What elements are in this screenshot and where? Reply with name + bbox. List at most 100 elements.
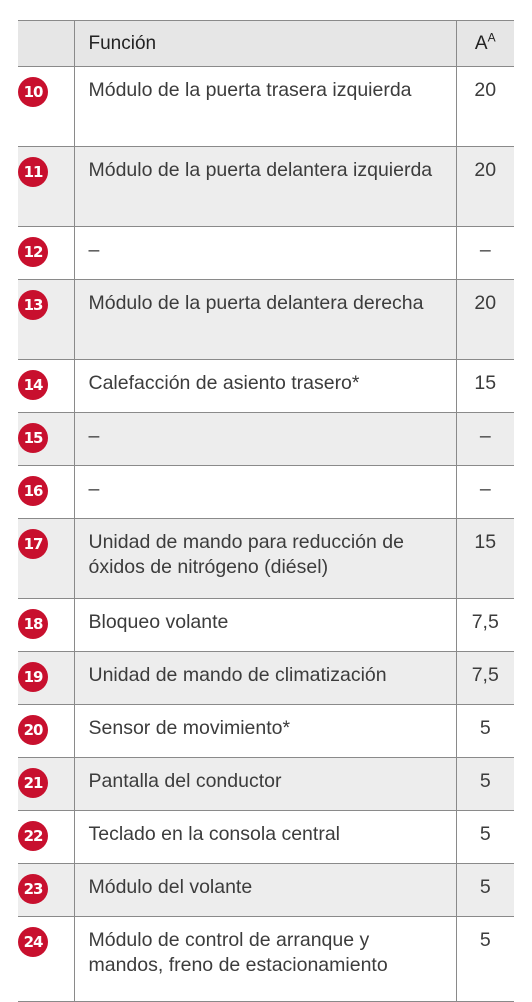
- fuse-number-cell: 10: [18, 66, 74, 147]
- function-cell: Teclado en la consola central: [73, 810, 456, 864]
- amperage-cell: –: [455, 226, 514, 280]
- fuse-number-badge: 16: [18, 476, 48, 506]
- fuse-number-badge: 12: [18, 237, 48, 267]
- amperage-text: 7,5: [471, 664, 499, 686]
- function-cell: Módulo de la puerta trasera izquierda: [73, 66, 456, 147]
- function-cell: Módulo de la puerta delantera izquierda: [73, 146, 456, 227]
- table-row: 23 Módulo del volante 5: [18, 863, 514, 917]
- amperage-cell: –: [455, 412, 514, 466]
- amperage-cell: 5: [455, 704, 514, 758]
- header-function-label: Función: [88, 33, 157, 54]
- amperage-cell: 20: [455, 279, 514, 360]
- fuse-number-badge: 21: [18, 768, 48, 798]
- function-cell: Unidad de mando para reducción de óxidos…: [73, 518, 456, 599]
- function-text: Unidad de mando para reducción de óxidos…: [88, 531, 404, 578]
- amperage-text: 20: [474, 159, 497, 181]
- table-row: 16 – –: [18, 465, 514, 519]
- header-amp-superscript: A: [487, 30, 496, 45]
- function-text: Bloqueo volante: [88, 611, 229, 633]
- amperage-text: –: [479, 425, 491, 447]
- function-cell: –: [73, 412, 456, 466]
- table-row: 22 Teclado en la consola central 5: [18, 810, 514, 864]
- header-number-cell: [18, 20, 74, 67]
- amperage-text: –: [479, 478, 491, 500]
- amperage-text: 20: [474, 79, 497, 101]
- fuse-number-badge: 15: [18, 423, 48, 453]
- fuse-number-cell: 22: [18, 810, 74, 864]
- function-text: Pantalla del conductor: [88, 770, 282, 792]
- amperage-cell: 5: [455, 810, 514, 864]
- amperage-text: 5: [479, 929, 491, 951]
- fuse-number-cell: 15: [18, 412, 74, 466]
- function-cell: –: [73, 465, 456, 519]
- function-text: Calefacción de asiento trasero*: [88, 372, 360, 394]
- fuse-number-cell: 24: [18, 916, 74, 1002]
- amperage-cell: –: [455, 465, 514, 519]
- header-function-cell: Función: [73, 20, 456, 67]
- function-cell: Calefacción de asiento trasero*: [73, 359, 456, 413]
- fuse-number-badge: 23: [18, 874, 48, 904]
- function-cell: Módulo de la puerta delantera derecha: [73, 279, 456, 360]
- amperage-text: 5: [479, 876, 491, 898]
- fuse-number-badge: 14: [18, 370, 48, 400]
- function-cell: –: [73, 226, 456, 280]
- amperage-cell: 7,5: [455, 651, 514, 705]
- fuse-number-badge: 22: [18, 821, 48, 851]
- function-text: Módulo de la puerta delantera izquierda: [88, 159, 433, 181]
- amperage-text: 20: [474, 292, 497, 314]
- fuse-number-cell: 20: [18, 704, 74, 758]
- function-text: –: [88, 239, 100, 261]
- function-text: Módulo de control de arranque y mandos, …: [88, 929, 388, 976]
- fuse-number-cell: 17: [18, 518, 74, 599]
- amperage-text: 7,5: [471, 611, 499, 633]
- function-text: Teclado en la consola central: [88, 823, 341, 845]
- fuse-number-badge: 24: [18, 927, 48, 957]
- amperage-cell: 5: [455, 863, 514, 917]
- fuse-number-badge: 18: [18, 609, 48, 639]
- fuse-number-badge: 19: [18, 662, 48, 692]
- function-text: –: [88, 478, 100, 500]
- table-row: 10 Módulo de la puerta trasera izquierda 2…: [18, 66, 514, 147]
- amperage-cell: 15: [455, 359, 514, 413]
- amperage-text: 5: [479, 717, 491, 739]
- fuse-number-badge: 13: [18, 290, 48, 320]
- amperage-cell: 15: [455, 518, 514, 599]
- fuse-number-badge: 10: [18, 77, 48, 107]
- function-text: Sensor de movimiento*: [88, 717, 291, 739]
- table-row: 24 Módulo de control de arranque y mandos…: [18, 916, 514, 1002]
- amperage-cell: 5: [455, 916, 514, 1002]
- function-text: Unidad de mando de climatización: [88, 664, 387, 686]
- amperage-text: 5: [479, 823, 491, 845]
- function-cell: Bloqueo volante: [73, 598, 456, 652]
- amperage-cell: 20: [455, 66, 514, 147]
- table-header-row: Función AA: [18, 20, 514, 67]
- fuse-number-badge: 20: [18, 715, 48, 745]
- table-row: 19 Unidad de mando de climatización 7,5: [18, 651, 514, 705]
- fuse-number-badge: 17: [18, 529, 48, 559]
- table-row: 14 Calefacción de asiento trasero* 15: [18, 359, 514, 413]
- function-cell: Unidad de mando de climatización: [73, 651, 456, 705]
- function-text: Módulo de la puerta delantera derecha: [88, 292, 424, 314]
- function-cell: Pantalla del conductor: [73, 757, 456, 811]
- table-row: 13 Módulo de la puerta delantera derecha 2…: [18, 279, 514, 360]
- fuse-number-cell: 11: [18, 146, 74, 227]
- fuse-number-cell: 16: [18, 465, 74, 519]
- table-row: 11 Módulo de la puerta delantera izquierd…: [18, 146, 514, 227]
- amperage-text: 15: [474, 531, 497, 553]
- amperage-cell: 20: [455, 146, 514, 227]
- table-row: 15 – –: [18, 412, 514, 466]
- amperage-cell: 7,5: [455, 598, 514, 652]
- amperage-cell: 5: [455, 757, 514, 811]
- function-cell: Módulo de control de arranque y mandos, …: [73, 916, 456, 1002]
- table-row: 18 Bloqueo volante 7,5: [18, 598, 514, 652]
- fuse-number-cell: 19: [18, 651, 74, 705]
- fuse-number-cell: 18: [18, 598, 74, 652]
- fuse-table: Función AA 10 Módulo de la puerta trasera…: [18, 20, 514, 1002]
- function-cell: Módulo del volante: [73, 863, 456, 917]
- table-row: 12 – –: [18, 226, 514, 280]
- table-row: 21 Pantalla del conductor 5: [18, 757, 514, 811]
- fuse-number-badge: 11: [18, 157, 48, 187]
- amperage-text: –: [479, 239, 491, 261]
- table-row: 20 Sensor de movimiento* 5: [18, 704, 514, 758]
- fuse-number-cell: 14: [18, 359, 74, 413]
